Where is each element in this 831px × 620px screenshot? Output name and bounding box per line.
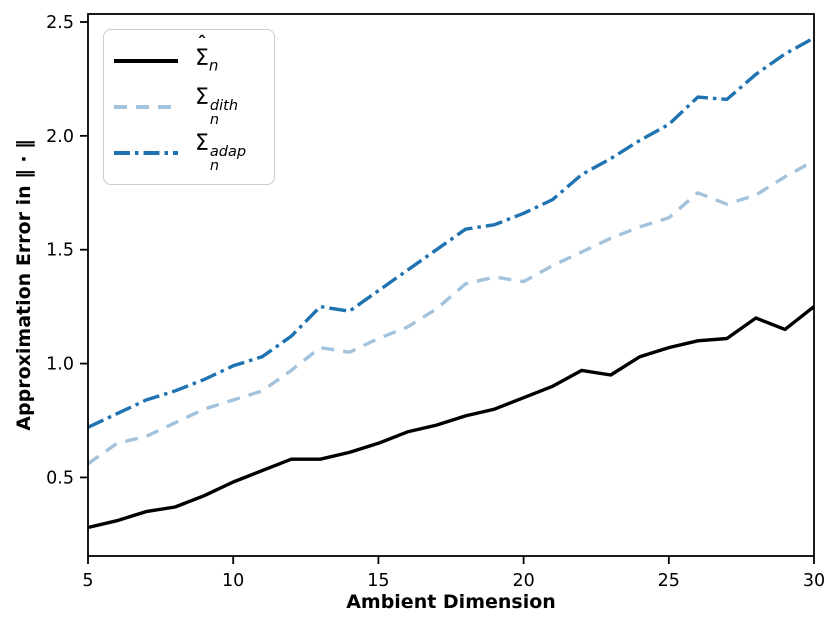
series-line-sigma-hat-n — [87, 305, 816, 530]
series-line-sigma-n-dith — [87, 159, 815, 466]
x-tick-label: 30 — [803, 571, 825, 591]
sigma-symbol: Σ — [195, 46, 209, 72]
y-tick-label: 1.0 — [46, 355, 74, 375]
superscript-dith: dith — [209, 97, 239, 114]
superscript-adap: adap — [209, 143, 247, 160]
series-line-sigma-n-adap — [87, 36, 815, 429]
sigma-symbol: Σ — [195, 130, 209, 156]
axes-spines — [87, 13, 815, 557]
x-tick-label: 5 — [82, 571, 93, 591]
y-axis-label: Approximation Error in ‖ · ‖ — [13, 139, 35, 431]
y-tick-label: 0.5 — [46, 468, 74, 488]
x-tick-label: 15 — [367, 571, 389, 591]
x-axis-label: Ambient Dimension — [346, 591, 556, 613]
y-tick-label: 2.5 — [46, 13, 74, 33]
y-tick-label: 2.0 — [46, 127, 74, 147]
x-tick-label: 10 — [222, 571, 244, 591]
legend-dashed-line-sample — [114, 105, 178, 109]
sigma-symbol: Σ — [195, 84, 209, 110]
legend-dashdot-line-sample — [114, 151, 178, 155]
legend-solid-line-sample — [114, 59, 178, 63]
subscript-n: n — [209, 112, 220, 128]
legend-label-sigma-hat-n: ˆ Σn — [195, 35, 219, 75]
x-tick-label: 20 — [512, 571, 534, 591]
legend-entry-sigma-hat-n: ˆ Σn — [104, 35, 274, 84]
y-tick-label: 1.5 — [46, 241, 74, 261]
hat-accent: ˆ — [197, 33, 207, 55]
x-tick-label: 25 — [658, 571, 680, 591]
subscript-n: n — [209, 158, 220, 174]
subscript-n: n — [208, 56, 219, 75]
